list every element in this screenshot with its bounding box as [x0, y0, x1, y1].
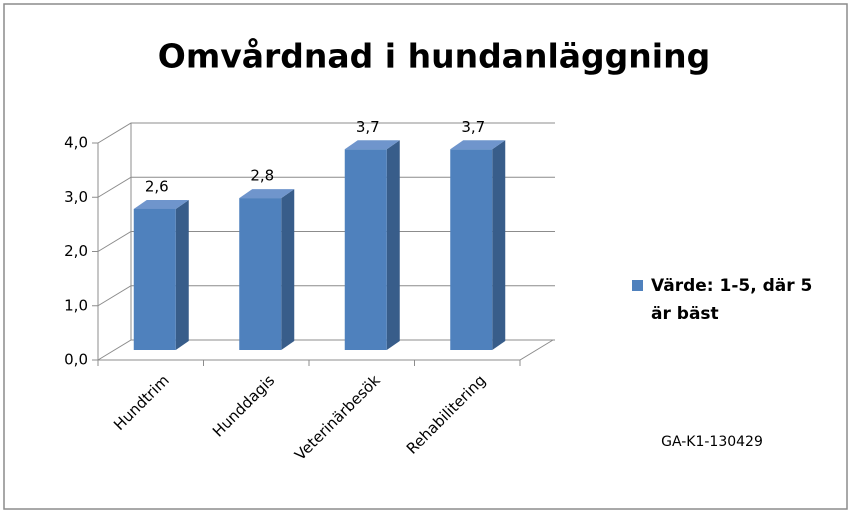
y-tick-label: 2,0 — [64, 242, 88, 260]
y-tick-label: 3,0 — [64, 188, 88, 206]
y-tick-label: 0,0 — [64, 351, 88, 369]
bar — [133, 208, 176, 350]
y-tick-label: 4,0 — [64, 134, 88, 152]
bar-side — [386, 140, 400, 350]
grid-line — [97, 176, 555, 198]
grid-line — [97, 231, 555, 252]
bar-side — [492, 140, 506, 350]
bar — [344, 149, 387, 350]
legend-label: Värde: 1-5, där 5 är bäst — [651, 276, 813, 324]
value-label: 3,7 — [461, 118, 485, 136]
bar — [450, 149, 493, 350]
value-label: 3,7 — [356, 118, 380, 136]
bar-side — [281, 189, 295, 350]
bar-top — [450, 140, 506, 150]
grid-line — [97, 285, 555, 307]
chart-title: Omvårdnad i hundanläggning — [158, 37, 710, 76]
legend: Värde: 1-5, där 5 är bäst — [632, 272, 837, 328]
y-tick-label: 1,0 — [64, 296, 88, 314]
grid-line — [97, 339, 555, 361]
value-label: 2,6 — [145, 177, 169, 195]
bar-side — [175, 199, 189, 350]
legend-key — [632, 280, 643, 291]
annotation: GA-K1-130429 — [661, 434, 763, 450]
value-label: 2,8 — [250, 167, 274, 185]
bar-top — [133, 199, 189, 209]
grid-line — [97, 122, 555, 144]
bar-top — [344, 140, 400, 150]
bar — [239, 198, 282, 350]
bar-top — [239, 189, 295, 199]
